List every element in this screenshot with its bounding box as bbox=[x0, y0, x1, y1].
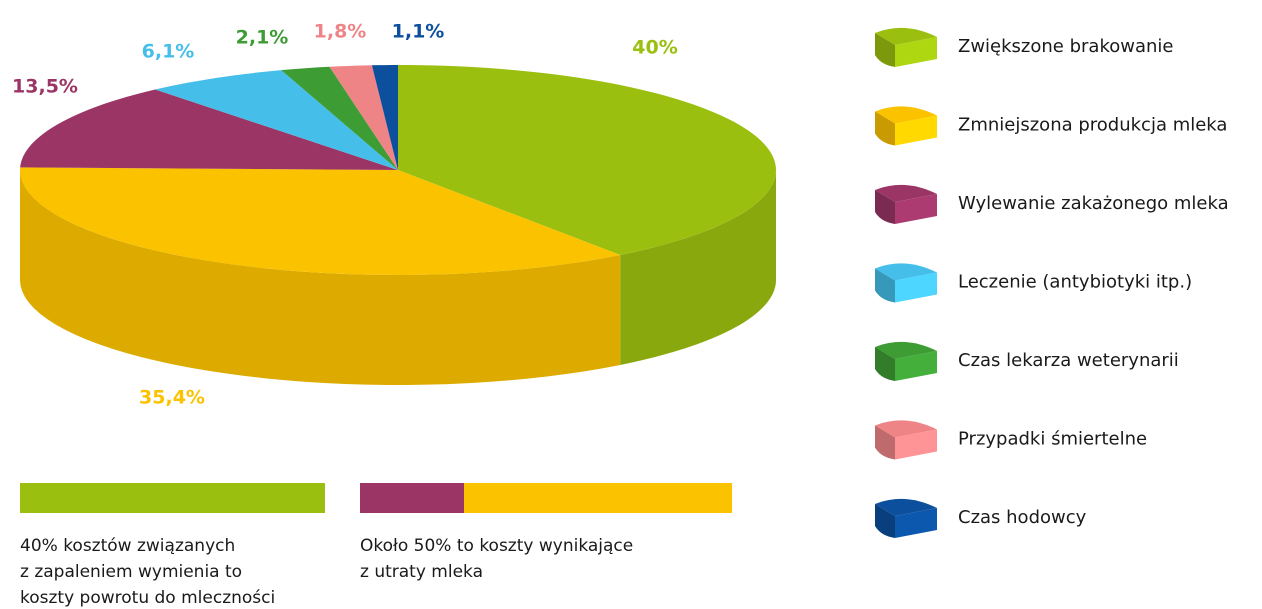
pie-slice bbox=[155, 70, 398, 170]
legend-icon bbox=[875, 190, 895, 224]
pie-slice bbox=[281, 66, 398, 170]
data-label: 40% bbox=[632, 37, 677, 59]
legend-icon bbox=[875, 347, 895, 381]
legend-icon bbox=[875, 263, 937, 281]
legend-icon bbox=[875, 27, 937, 45]
legend-icon bbox=[875, 33, 895, 67]
pie-slice bbox=[329, 65, 398, 170]
legend-icon bbox=[895, 508, 937, 538]
data-label: 35,4% bbox=[139, 387, 205, 409]
legend-label: Czas hodowcy bbox=[958, 507, 1087, 528]
pie-slice bbox=[20, 89, 398, 170]
legend-icon bbox=[875, 504, 895, 538]
pie-slice-side bbox=[20, 170, 621, 385]
pie-slice bbox=[398, 65, 776, 255]
legend-icon bbox=[895, 429, 937, 460]
legend-icon bbox=[875, 106, 937, 124]
legend-icon bbox=[895, 115, 937, 146]
legend-label: Przypadki śmiertelne bbox=[958, 429, 1147, 450]
data-label: 2,1% bbox=[236, 27, 289, 49]
pie-slice-side bbox=[620, 170, 776, 365]
legend-label: Czas lekarza weterynarii bbox=[958, 350, 1179, 371]
legend-icon bbox=[875, 341, 937, 359]
data-label: 1,1% bbox=[392, 21, 445, 43]
legend-icon bbox=[875, 268, 895, 303]
pie-slice bbox=[20, 167, 621, 275]
annotation-bar bbox=[464, 483, 732, 513]
legend-icon bbox=[895, 37, 937, 67]
legend-label: Leczenie (antybiotyki itp.) bbox=[958, 272, 1192, 293]
legend-icon bbox=[875, 420, 937, 438]
annotation-bar bbox=[20, 483, 325, 513]
legend-icon bbox=[895, 272, 937, 303]
legend-icon bbox=[875, 111, 895, 146]
annotation-bar bbox=[360, 483, 464, 513]
legend-icon bbox=[895, 351, 937, 381]
pie-slice bbox=[371, 65, 398, 170]
legend-icon bbox=[875, 498, 937, 516]
data-label: 6,1% bbox=[142, 41, 195, 63]
data-label: 13,5% bbox=[12, 76, 78, 98]
legend-icon bbox=[875, 425, 895, 460]
annotation: z utraty mleka bbox=[360, 562, 483, 582]
data-label: 1,8% bbox=[314, 21, 367, 43]
annotation: koszty powrotu do mleczności bbox=[20, 588, 275, 608]
legend-label: Zmniejszona produkcja mleka bbox=[958, 115, 1227, 136]
annotation: 40% kosztów związanych bbox=[20, 536, 235, 556]
legend-label: Wylewanie zakażonego mleka bbox=[958, 193, 1229, 214]
legend-label: Zwiększone brakowanie bbox=[958, 36, 1173, 57]
legend-icon bbox=[895, 194, 937, 224]
annotation: Około 50% to koszty wynikające bbox=[360, 536, 633, 556]
legend-icon bbox=[875, 184, 937, 202]
annotation: z zapaleniem wymienia to bbox=[20, 562, 242, 582]
